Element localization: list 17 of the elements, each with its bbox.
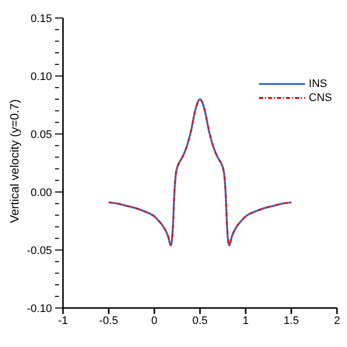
- legend-label: CNS: [308, 92, 332, 104]
- x-tick-label: 1.5: [284, 314, 299, 327]
- y-tick-label: -0.10: [26, 302, 52, 315]
- x-tick-label: 0: [151, 314, 158, 327]
- x-tick-label: -1: [58, 314, 68, 327]
- line-series: [108, 98, 292, 246]
- x-tick-label: 2: [334, 314, 340, 327]
- legend-label: INS: [308, 78, 328, 90]
- y-tick-label: 0.10: [30, 70, 52, 83]
- x-tick-label: 1: [242, 314, 249, 327]
- y-tick-label: 0.00: [30, 186, 52, 199]
- y-tick-label: -0.05: [26, 244, 52, 257]
- y-tick-label: 0.05: [30, 128, 52, 141]
- x-tick-label: -0.5: [99, 314, 118, 327]
- y-axis-title: Vertical velocity (y=0.7): [7, 99, 22, 223]
- x-tick-label: 0.5: [192, 314, 208, 327]
- y-tick-label: 0.15: [30, 12, 52, 25]
